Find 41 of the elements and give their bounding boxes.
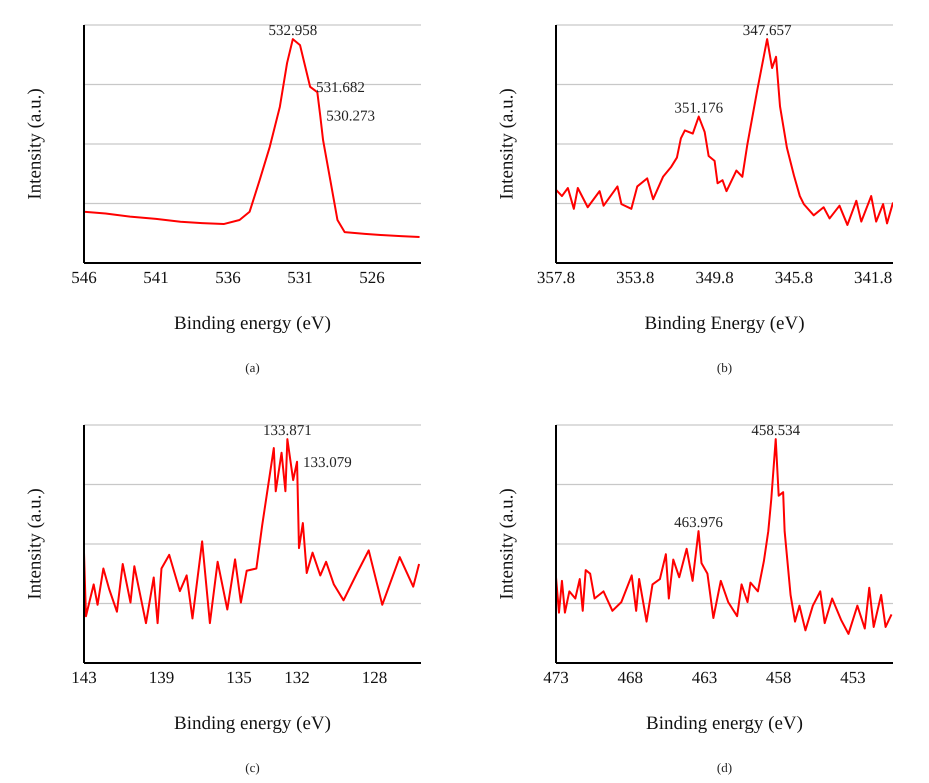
- x-tick-label: 536: [215, 268, 241, 288]
- x-tick-label: 349.8: [695, 268, 734, 288]
- x-tick-label: 143: [71, 668, 97, 688]
- text: (b): [716, 360, 734, 376]
- text: (c): [244, 760, 261, 776]
- text: (d): [716, 760, 734, 776]
- x-tick-label: 132: [284, 668, 310, 688]
- annotation: 351.176: [674, 100, 724, 117]
- x-axis-title: Binding energy (eV): [646, 713, 803, 734]
- annotation: 458.534: [751, 423, 801, 440]
- x-tick-label: 546: [71, 268, 97, 288]
- y-axis-title: Intensity (a.u.): [496, 88, 518, 200]
- x-tick-label: 135: [226, 668, 252, 688]
- x-tick-label: 341.8: [854, 268, 892, 288]
- text: (a): [244, 360, 261, 376]
- annotation: 347.657: [742, 23, 792, 40]
- x-tick-label: 139: [148, 668, 174, 688]
- x-tick-label: 453: [840, 668, 866, 688]
- x-tick-label: 128: [362, 668, 388, 688]
- x-tick-label: 357.8: [536, 268, 576, 288]
- y-axis-title: Intensity (a.u.): [496, 488, 518, 600]
- x-tick-label: 345.8: [774, 268, 814, 288]
- x-axis-title: Binding Energy (eV): [644, 313, 805, 334]
- x-axis-title: Binding energy (eV): [174, 713, 331, 734]
- x-tick-label: 541: [143, 268, 169, 288]
- y-axis-title: Intensity (a.u.): [24, 88, 46, 200]
- annotation: 530.273: [326, 108, 375, 125]
- annotation: 463.976: [674, 515, 724, 532]
- x-tick-label: 463: [692, 668, 718, 688]
- annotation: 133.079: [303, 455, 352, 472]
- x-tick-label: 531: [287, 268, 313, 288]
- x-tick-label: 468: [617, 668, 643, 688]
- y-axis-title: Intensity (a.u.): [24, 488, 46, 600]
- annotation: 133.871: [262, 423, 312, 440]
- x-axis-title: Binding energy (eV): [174, 313, 331, 334]
- annotation: 531.682: [316, 80, 365, 96]
- x-tick-label: 473: [543, 668, 569, 688]
- annotation: 532.958: [268, 23, 318, 40]
- x-tick-label: 458: [766, 668, 792, 688]
- x-tick-label: 353.8: [616, 268, 654, 288]
- x-tick-label: 526: [359, 268, 385, 288]
